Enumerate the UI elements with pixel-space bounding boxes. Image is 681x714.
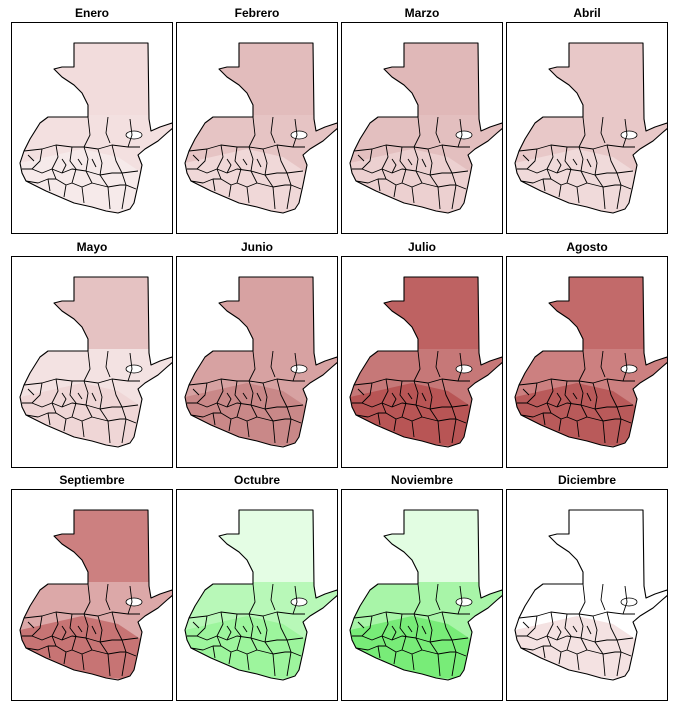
map-panel-noviembre xyxy=(341,489,503,701)
panel-title-enero: Enero xyxy=(74,6,109,20)
country-outline xyxy=(349,276,502,448)
panel-title-diciembre: Diciembre xyxy=(557,473,617,487)
lake xyxy=(455,130,473,140)
panel-title-julio: Julio xyxy=(407,240,436,254)
department-boundaries xyxy=(22,116,140,210)
panel-title-octubre: Octubre xyxy=(233,473,280,487)
guatemala-map xyxy=(349,276,502,448)
guatemala-map xyxy=(19,276,172,448)
guatemala-map xyxy=(514,509,667,681)
panel-title-agosto: Agosto xyxy=(566,240,608,254)
lake xyxy=(620,364,638,374)
lake xyxy=(620,130,638,140)
panel-title-noviembre: Noviembre xyxy=(390,473,454,487)
country-outline xyxy=(514,276,667,448)
guatemala-map xyxy=(514,276,667,448)
map-panel-octubre xyxy=(176,489,338,701)
guatemala-map xyxy=(19,509,172,681)
panel-title-marzo: Marzo xyxy=(404,6,440,20)
country-outline xyxy=(19,509,172,681)
country-outline xyxy=(514,509,667,681)
department-boundaries xyxy=(187,350,305,444)
country-outline xyxy=(514,42,667,214)
lake xyxy=(125,130,143,140)
department-boundaries xyxy=(517,583,635,677)
lake xyxy=(125,364,143,374)
department-boundaries xyxy=(517,116,635,210)
panel-title-febrero: Febrero xyxy=(234,6,280,20)
lake xyxy=(620,597,638,607)
lake xyxy=(455,597,473,607)
country-outline xyxy=(184,276,337,448)
map-panel-agosto xyxy=(506,256,668,468)
guatemala-map xyxy=(184,509,337,681)
map-panel-febrero xyxy=(176,22,338,234)
guatemala-map xyxy=(184,42,337,214)
map-panel-junio xyxy=(176,256,338,468)
map-panel-julio xyxy=(341,256,503,468)
map-panel-abril xyxy=(506,22,668,234)
department-boundaries xyxy=(187,116,305,210)
lake xyxy=(290,130,308,140)
lake xyxy=(290,364,308,374)
country-outline xyxy=(184,509,337,681)
department-boundaries xyxy=(22,583,140,677)
map-panel-enero xyxy=(11,22,173,234)
guatemala-map xyxy=(184,276,337,448)
guatemala-map xyxy=(349,509,502,681)
guatemala-map xyxy=(514,42,667,214)
map-panel-marzo xyxy=(341,22,503,234)
guatemala-map xyxy=(19,42,172,214)
panel-title-abril: Abril xyxy=(573,6,601,20)
lake xyxy=(125,597,143,607)
map-panel-septiembre xyxy=(11,489,173,701)
country-outline xyxy=(349,509,502,681)
guatemala-map xyxy=(349,42,502,214)
department-boundaries xyxy=(352,350,470,444)
department-boundaries xyxy=(187,583,305,677)
country-outline xyxy=(19,276,172,448)
panel-title-mayo: Mayo xyxy=(76,240,108,254)
department-boundaries xyxy=(352,583,470,677)
department-boundaries xyxy=(22,350,140,444)
lake xyxy=(455,364,473,374)
panel-title-septiembre: Septiembre xyxy=(59,473,125,487)
country-outline xyxy=(349,42,502,214)
panel-title-junio: Junio xyxy=(241,240,273,254)
map-panel-diciembre xyxy=(506,489,668,701)
department-boundaries xyxy=(517,350,635,444)
lake xyxy=(290,597,308,607)
country-outline xyxy=(19,42,172,214)
map-panel-mayo xyxy=(11,256,173,468)
department-boundaries xyxy=(352,116,470,210)
country-outline xyxy=(184,42,337,214)
